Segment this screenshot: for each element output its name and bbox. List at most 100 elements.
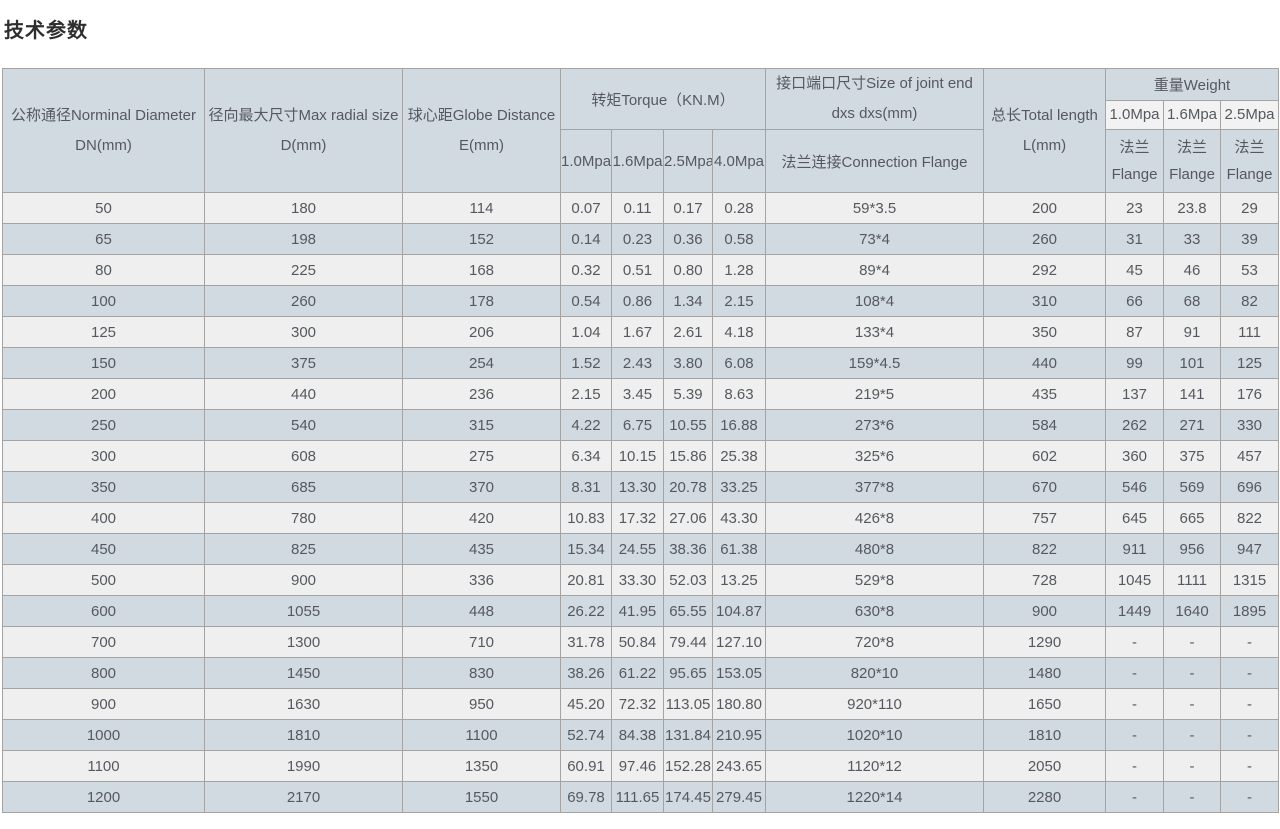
table-cell: 127.10 <box>712 626 766 658</box>
table-cell: 0.58 <box>712 223 766 255</box>
table-cell: 900 <box>204 564 403 596</box>
table-cell: 271 <box>1163 409 1221 441</box>
table-cell: 440 <box>204 378 403 410</box>
table-cell: 13.25 <box>712 564 766 596</box>
table-cell: 1100 <box>402 719 561 751</box>
table-row: 200 440 236 2.15 3.45 5.39 8.63 219*5 435 137 141 1… <box>2 378 1280 410</box>
table-row: 150 375 254 1.52 2.43 3.80 6.08 159*4.5 440 99 101… <box>2 347 1280 379</box>
table-cell: 236 <box>402 378 561 410</box>
table-cell: 33.25 <box>712 471 766 503</box>
col-header-weight-flange-2: 法兰 Flange <box>1163 129 1221 193</box>
table-row: 500 900 336 20.81 33.30 52.03 13.25 529*8 728 104… <box>2 564 1280 596</box>
table-cell: 569 <box>1163 471 1221 503</box>
table-cell: 600 <box>2 595 205 627</box>
table-cell: 254 <box>402 347 561 379</box>
table-cell: 5.39 <box>663 378 713 410</box>
page-title: 技术参数 <box>4 20 88 42</box>
table-cell: 1120*12 <box>765 750 984 782</box>
table-cell: - <box>1105 626 1164 658</box>
table-row: 100 260 178 0.54 0.86 1.34 2.15 108*4 310 66 68 82 <box>2 285 1280 317</box>
table-cell: - <box>1163 688 1221 720</box>
table-cell: 780 <box>204 502 403 534</box>
table-cell: 82 <box>1219 285 1280 317</box>
table-cell: 330 <box>1219 409 1280 441</box>
col-header-nominal-diameter: 公称通径Norminal Diameter DN(mm) <box>2 68 205 193</box>
table-cell: 46 <box>1163 254 1221 286</box>
table-cell: 59*3.5 <box>765 192 984 224</box>
table-cell: 152 <box>402 223 561 255</box>
table-cell: 0.07 <box>560 192 612 224</box>
table-cell: 292 <box>983 254 1106 286</box>
table-cell: 1990 <box>204 750 403 782</box>
table-cell: 108*4 <box>765 285 984 317</box>
table-cell: 50.84 <box>611 626 664 658</box>
table-cell: 0.11 <box>611 192 664 224</box>
table-cell: 20.81 <box>560 564 612 596</box>
table-cell: 13.30 <box>611 471 664 503</box>
table-cell: 435 <box>983 378 1106 410</box>
table-cell: 91 <box>1163 316 1221 348</box>
table-row: 700 1300 710 31.78 50.84 79.44 127.10 720*8 1290… <box>2 626 1280 658</box>
table-cell: 900 <box>983 595 1106 627</box>
table-cell: 275 <box>402 440 561 472</box>
table-cell: 65 <box>2 223 205 255</box>
table-cell: 0.23 <box>611 223 664 255</box>
table-cell: 159*4.5 <box>765 347 984 379</box>
col-header-total-length: 总长Total length L(mm) <box>983 68 1106 193</box>
table-cell: 20.78 <box>663 471 713 503</box>
table-cell: 73*4 <box>765 223 984 255</box>
table-cell: 29 <box>1219 192 1280 224</box>
table-cell: 375 <box>1163 440 1221 472</box>
table-cell: 17.32 <box>611 502 664 534</box>
table-cell: 920*110 <box>765 688 984 720</box>
table-cell: 0.51 <box>611 254 664 286</box>
table-cell: 174.45 <box>663 781 713 813</box>
table-cell: 31.78 <box>560 626 612 658</box>
table-cell: 0.54 <box>560 285 612 317</box>
table-row: 250 540 315 4.22 6.75 10.55 16.88 273*6 584 262 27… <box>2 409 1280 441</box>
table-cell: - <box>1105 719 1164 751</box>
table-cell: 41.95 <box>611 595 664 627</box>
table-cell: 1810 <box>983 719 1106 751</box>
table-cell: 111 <box>1219 316 1280 348</box>
table-cell: 262 <box>1105 409 1164 441</box>
table-cell: 350 <box>2 471 205 503</box>
table-cell: 80 <box>2 254 205 286</box>
table-cell: 2170 <box>204 781 403 813</box>
table-cell: 95.65 <box>663 657 713 689</box>
table-cell: - <box>1163 657 1221 689</box>
table-cell: 4.22 <box>560 409 612 441</box>
table-cell: - <box>1105 657 1164 689</box>
table-cell: 1.52 <box>560 347 612 379</box>
table-cell: 176 <box>1219 378 1280 410</box>
table-cell: 1.28 <box>712 254 766 286</box>
table-cell: 540 <box>204 409 403 441</box>
table-cell: 38.26 <box>560 657 612 689</box>
table-cell: 310 <box>983 285 1106 317</box>
table-cell: 720*8 <box>765 626 984 658</box>
table-cell: 66 <box>1105 285 1164 317</box>
table-cell: 15.86 <box>663 440 713 472</box>
table-cell: 1350 <box>402 750 561 782</box>
table-cell: 1315 <box>1219 564 1280 596</box>
table-row: 350 685 370 8.31 13.30 20.78 33.25 377*8 670 546 5… <box>2 471 1280 503</box>
table-cell: 65.55 <box>663 595 713 627</box>
table-cell: 137 <box>1105 378 1164 410</box>
table-cell: 68 <box>1163 285 1221 317</box>
table-cell: 23.8 <box>1163 192 1221 224</box>
table-cell: 0.28 <box>712 192 766 224</box>
table-row: 300 608 275 6.34 10.15 15.86 25.38 325*6 602 360 3… <box>2 440 1280 472</box>
table-cell: 3.45 <box>611 378 664 410</box>
table-cell: 480*8 <box>765 533 984 565</box>
table-cell: 1650 <box>983 688 1106 720</box>
table-cell: 1.04 <box>560 316 612 348</box>
table-cell: 426*8 <box>765 502 984 534</box>
table-cell: 500 <box>2 564 205 596</box>
table-cell: 728 <box>983 564 1106 596</box>
table-cell: 1895 <box>1219 595 1280 627</box>
table-row: 1100 1990 1350 60.91 97.46 152.28 243.65 1120*1… <box>2 750 1280 782</box>
col-header-torque-1-6mpa: 1.6Mpa <box>611 129 664 193</box>
table-cell: 79.44 <box>663 626 713 658</box>
table-cell: 375 <box>204 347 403 379</box>
table-cell: 23 <box>1105 192 1164 224</box>
